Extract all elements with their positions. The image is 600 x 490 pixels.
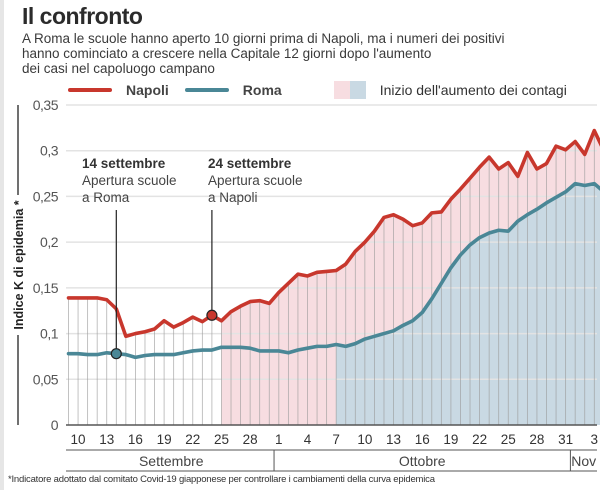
annotation-text: a Roma (82, 190, 130, 205)
legend-label-napoli: Napoli (126, 82, 169, 98)
annotation-text: Apertura scuole (208, 173, 303, 188)
x-tick-label: 25 (501, 432, 516, 447)
y-axis-title: Indice K di epidemia * (12, 200, 26, 329)
x-tick-label: 22 (185, 432, 200, 447)
x-tick-label: 10 (357, 432, 372, 447)
legend: Napoli Roma Inizio dell'aumento dei cont… (68, 80, 567, 100)
chart-subtitle: A Roma le scuole hanno aperto 10 giorni … (22, 31, 582, 76)
shade-area-roma (336, 183, 600, 425)
x-tick-label: 31 (558, 432, 573, 447)
annotation-date: 14 settembre (82, 156, 166, 171)
subtitle-line: A Roma le scuole hanno aperto 10 giorni … (22, 31, 505, 46)
month-label: Nov (571, 453, 596, 469)
legend-label-shade: Inizio dell'aumento dei contagi (379, 82, 567, 98)
annotations: 14 settembre Apertura scuole a Roma 24 sett… (82, 156, 303, 360)
page-edge (0, 0, 4, 490)
annotation-marker-roma (110, 348, 122, 360)
x-tick-label: 10 (71, 432, 86, 447)
y-tick-label: 0 (51, 417, 59, 433)
y-tick-label: 0,05 (33, 371, 59, 387)
legend-swatch-napoli (68, 88, 112, 92)
x-tick-label: 16 (128, 432, 143, 447)
series-lines (66, 128, 600, 360)
y-tick-label: 0,15 (33, 280, 59, 296)
x-tick-label: 16 (415, 432, 430, 447)
month-label: Settembre (139, 453, 204, 469)
x-tick-label: 13 (99, 432, 114, 447)
annotation-text: Apertura scuole (82, 173, 177, 188)
legend-shade-napoli (333, 81, 350, 99)
legend-swatch-roma (184, 88, 229, 92)
y-tick-label: 0,25 (33, 188, 59, 204)
legend-label-roma: Roma (242, 82, 282, 98)
x-tick-label: 1 (275, 432, 283, 447)
y-tick-label: 0,3 (40, 143, 59, 159)
legend-shade-swatches (333, 81, 366, 99)
footnote: *Indicatore adottato dal comitato Covid-… (8, 474, 435, 485)
x-tick-label: 25 (214, 432, 229, 447)
y-tick-label: 0,2 (40, 234, 59, 250)
month-label: Ottobre (399, 453, 446, 469)
series-line-roma (66, 181, 600, 360)
annotation-text: a Napoli (208, 190, 258, 205)
x-tick-label: 19 (157, 432, 172, 447)
x-tick-label: 13 (386, 432, 401, 447)
x-tick-label: 19 (443, 432, 458, 447)
x-tick-label: 22 (472, 432, 487, 447)
x-tick-label: 28 (243, 432, 258, 447)
legend-shade-roma (349, 81, 366, 99)
x-tick-label: 7 (332, 432, 340, 447)
x-tick-label: 28 (529, 432, 544, 447)
annotation-date: 24 settembre (208, 156, 292, 171)
shaded-regions (221, 130, 600, 425)
y-tick-label: 0,35 (33, 97, 59, 113)
x-tick-label: 4 (304, 432, 312, 447)
y-tick-label: 0,1 (40, 326, 59, 342)
chart-title: Il confronto (22, 3, 143, 29)
subtitle-line: dei casi nel capoluogo campano (22, 61, 215, 76)
annotation-marker-napoli (206, 309, 218, 321)
series-line-napoli (66, 128, 600, 339)
x-tick-label: 3 (591, 432, 599, 447)
subtitle-line: hanno cominciato a crescere nella Capita… (22, 46, 432, 61)
